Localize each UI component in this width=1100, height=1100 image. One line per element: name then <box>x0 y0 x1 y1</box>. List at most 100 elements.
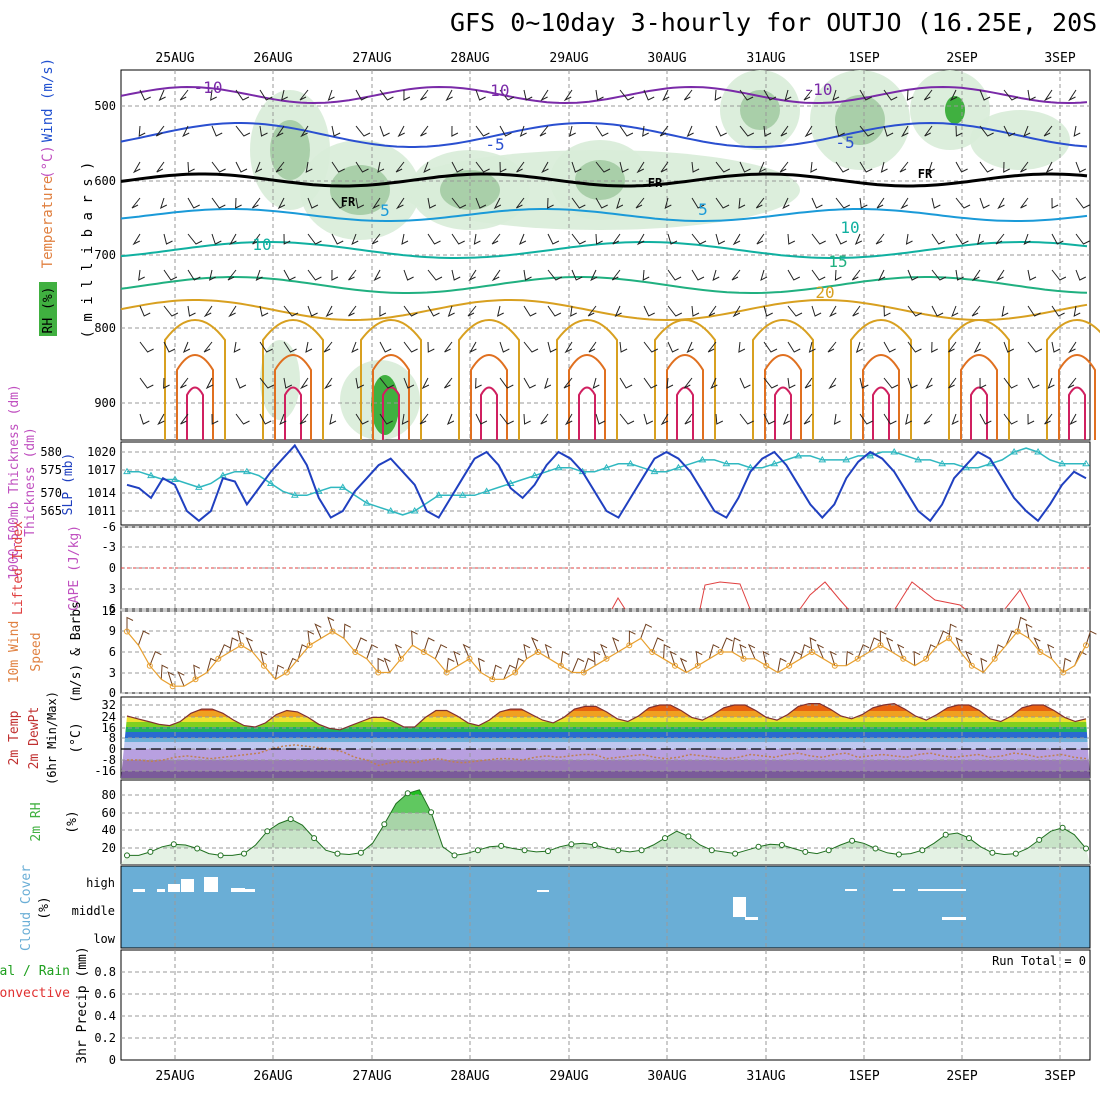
wind-barb <box>475 377 482 389</box>
surface-wind-barb <box>913 650 921 666</box>
wind-barb <box>283 377 293 389</box>
wind-barb <box>547 341 557 353</box>
wind-barb <box>163 341 176 353</box>
wind-barb <box>499 125 512 137</box>
wind-barb <box>377 161 385 173</box>
wind-barb <box>784 89 792 101</box>
wind-speed-point <box>831 662 838 669</box>
rh-point <box>521 847 528 854</box>
wind-barb <box>540 413 549 425</box>
wind-barb <box>523 341 539 353</box>
wind-barb <box>1069 413 1077 426</box>
thickness-tick-label: 565 <box>40 504 62 518</box>
surface-wind-barb <box>160 664 169 680</box>
wind-barb <box>684 413 693 425</box>
wind-barb <box>283 341 297 353</box>
wind-barb <box>427 305 440 317</box>
wind-barb <box>590 269 598 282</box>
wind-speed-point <box>854 655 861 662</box>
contour-35 <box>970 386 988 440</box>
wind-barb <box>323 377 333 390</box>
rh-point <box>474 847 481 854</box>
contour-30 <box>372 354 410 440</box>
wind-speed-point <box>763 662 770 669</box>
wind-barb <box>1047 377 1055 390</box>
wind-barb <box>491 233 501 245</box>
wind-barb <box>811 305 822 317</box>
wind-speed-point <box>603 655 610 662</box>
lifted-index-line <box>611 597 626 610</box>
wind-barb <box>379 305 387 317</box>
wind-barb <box>758 161 766 174</box>
wind-barb <box>419 413 429 425</box>
cloud-bar <box>893 889 905 891</box>
wind-barb <box>619 413 635 425</box>
rh-point <box>545 848 551 855</box>
wind-barb <box>619 161 629 173</box>
temp-band <box>121 717 1090 722</box>
wind-barb <box>660 413 669 426</box>
wind-barb <box>643 413 654 425</box>
wind-barb <box>259 377 275 389</box>
wind-barb <box>660 161 669 173</box>
wind-barb <box>563 377 573 389</box>
precip-tick-label: 0.4 <box>94 1009 116 1023</box>
cloud-bar <box>168 884 180 892</box>
wind-barb <box>379 413 393 425</box>
cloud-bar <box>845 889 857 891</box>
wind-barb <box>451 161 464 173</box>
wind-speed-point <box>1014 628 1021 635</box>
wind-barb <box>1020 161 1029 173</box>
surface-wind-barb <box>297 644 309 659</box>
wind-barb <box>227 269 237 281</box>
date-label-top: 3SEP <box>1044 51 1075 66</box>
rh-axis-title: 2m RH <box>29 802 44 841</box>
axis-title-temperature: Temperature <box>40 176 56 269</box>
wind-barb <box>1073 305 1081 317</box>
wind-barb <box>499 161 507 173</box>
rh-point <box>825 847 832 854</box>
wind-speed-point <box>352 649 359 655</box>
surface-wind-barb <box>343 623 352 639</box>
temp-band <box>121 771 1090 778</box>
wind-barb <box>683 377 693 389</box>
surface-wind-barb <box>897 643 905 660</box>
slp-tick-label: 1011 <box>87 504 116 518</box>
thickness-point <box>866 451 875 459</box>
cloud-bar <box>231 888 245 892</box>
wind-barb <box>163 305 179 317</box>
rh-point <box>428 809 435 816</box>
wind-barb <box>547 197 554 209</box>
wind-barb <box>475 413 488 425</box>
wind-barb <box>1003 341 1015 353</box>
thickness-point <box>338 483 347 490</box>
thickness-point <box>171 475 179 483</box>
cloud-level-label: high <box>86 876 115 890</box>
surface-wind-barb <box>663 644 671 659</box>
wind-barb <box>612 233 621 245</box>
wind-barb <box>203 341 213 353</box>
wind-barb <box>1051 305 1065 317</box>
wind-barb <box>539 125 549 137</box>
wind-barb <box>1027 305 1041 317</box>
wind-barb <box>636 233 645 246</box>
wind-barb <box>995 233 1005 245</box>
surface-wind-barb <box>777 657 787 673</box>
rh-shading-dense <box>575 160 625 200</box>
contour-label: 20 <box>815 283 834 302</box>
wind-barb <box>739 377 751 389</box>
wind-barb <box>327 89 335 101</box>
surface-wind-barb <box>628 630 636 646</box>
wind-barb <box>636 161 645 174</box>
wind-speed-point <box>1060 669 1067 676</box>
lifted-index-axis-title: Lifted Index <box>11 521 26 615</box>
wind-barb <box>348 305 357 317</box>
wind-barb <box>519 125 527 137</box>
rh-point <box>942 831 949 838</box>
wind-barb <box>755 197 765 209</box>
thickness-point <box>242 467 251 475</box>
wind-barb <box>211 413 219 425</box>
wind-barb <box>401 233 409 245</box>
precip-tick-label: 0.6 <box>94 987 116 1001</box>
wind-barb <box>235 413 250 425</box>
